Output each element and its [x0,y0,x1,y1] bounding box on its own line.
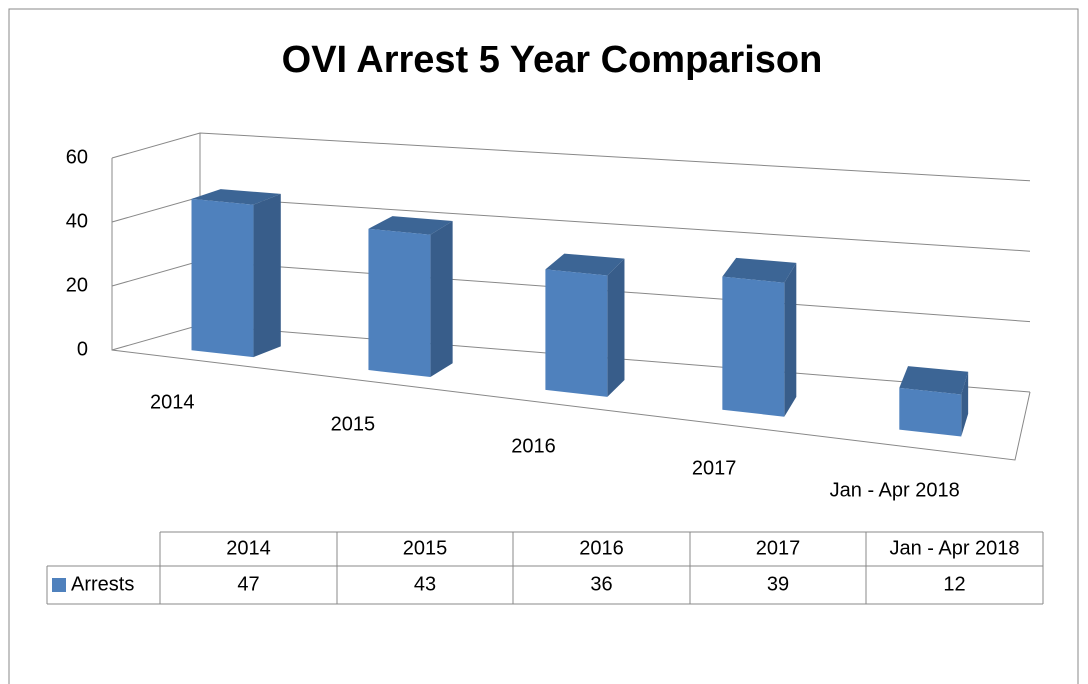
bar-side [607,258,625,397]
table-value: 39 [767,573,789,595]
legend-swatch [52,578,66,592]
table-header: 2014 [226,537,271,559]
chart-frame [8,8,1079,684]
bar-front [722,276,785,417]
x-tick-label: 2014 [150,391,195,413]
bar-top [899,366,969,395]
bar-side [430,220,453,377]
bar-side [784,262,797,417]
bar [368,216,453,377]
table-value: 43 [414,573,436,595]
bar-front [368,228,431,377]
legend-label: Arrests [71,573,134,595]
x-tick-label: 2015 [331,413,376,435]
x-tick-label: 2016 [511,435,556,457]
bar-top [545,253,625,276]
bar [722,257,797,417]
bar-front [899,387,962,437]
bar [899,366,969,437]
x-tick-label: Jan - Apr 2018 [830,479,960,501]
y-tick-label: 20 [66,274,88,296]
bar-side [253,193,281,358]
bar-front [191,198,254,358]
bar-top [368,216,453,235]
bar-top [191,189,281,205]
table-grid [46,531,1044,605]
bar-side [961,371,969,437]
chart-title: OVI Arrest 5 Year Comparison [282,39,823,81]
y-tick-label: 40 [66,210,88,232]
y-tick-label: 60 [66,146,88,168]
y-tick-label: 0 [77,338,88,360]
table-value: 12 [943,573,965,595]
x-tick-label: 2017 [692,457,737,479]
grid-line [111,132,1031,182]
bar-front [545,269,608,397]
table-header: 2017 [756,537,801,559]
bar-top [722,257,797,283]
table-header: 2016 [579,537,624,559]
bar [191,189,281,358]
table-header: 2015 [403,537,448,559]
table-header: Jan - Apr 2018 [889,537,1019,559]
axis-line [111,158,1031,461]
table-value: 36 [590,573,612,595]
table-value: 47 [237,573,259,595]
bar [545,253,625,397]
